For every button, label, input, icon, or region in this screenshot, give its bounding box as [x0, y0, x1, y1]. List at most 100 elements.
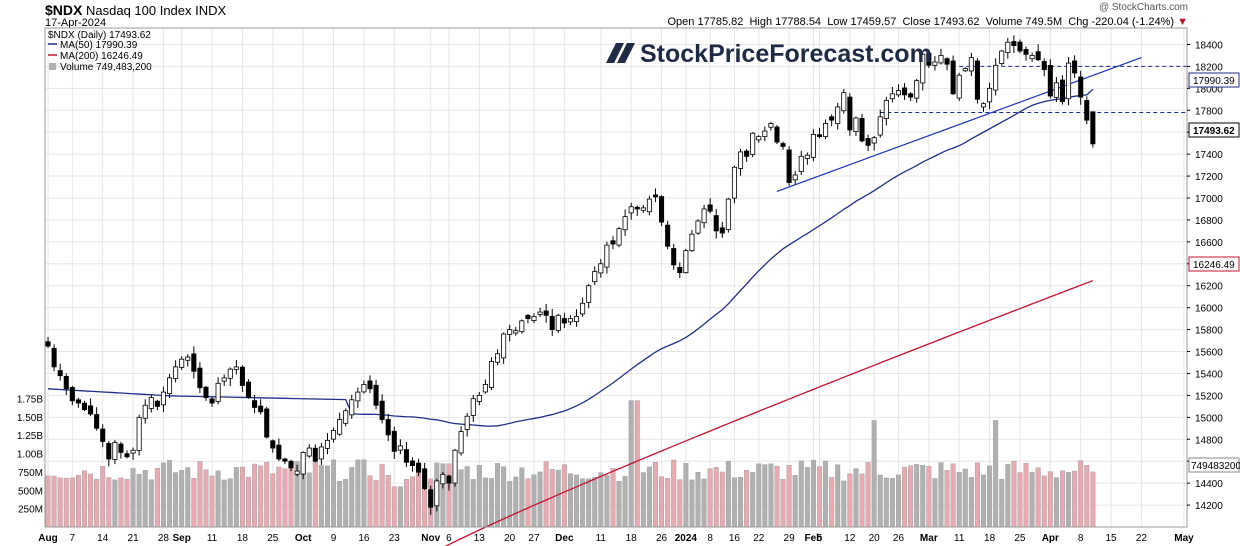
volume-tick-label: 250M — [18, 505, 43, 516]
candle-body — [416, 462, 422, 473]
candle-body — [209, 398, 215, 404]
volume-bar — [938, 462, 944, 528]
candle-body — [537, 311, 543, 315]
volume-bar — [762, 464, 768, 528]
candle-body — [908, 93, 914, 98]
y-tick-label: 18200 — [1195, 62, 1223, 73]
volume-bar — [361, 459, 367, 528]
candle-body — [1059, 79, 1065, 102]
volume-bar — [160, 462, 166, 528]
volume-bar — [719, 471, 725, 528]
ma200-tag-text: 16246.49 — [1193, 260, 1235, 271]
volume-label: Volume — [985, 16, 1023, 28]
candle-body — [762, 130, 768, 138]
candle-body — [816, 134, 823, 137]
candle-body — [713, 215, 719, 232]
candle-body — [561, 318, 567, 324]
ma50-tag-text: 17990.39 — [1193, 76, 1235, 87]
volume-bar — [349, 467, 355, 528]
x-tick-label: 28 — [158, 533, 170, 544]
volume-bar — [45, 475, 51, 528]
chg-value: -220.04 (-1.24%) — [1091, 16, 1175, 28]
x-tick-label: Apr — [1042, 533, 1059, 544]
volume-bar — [124, 479, 130, 528]
volume-bar — [118, 477, 124, 528]
candle-body — [179, 358, 185, 368]
volume-bar — [555, 469, 561, 528]
volume-bar — [173, 472, 179, 528]
candle-body — [197, 367, 203, 389]
candle-body — [136, 416, 142, 451]
candle-body — [695, 220, 701, 234]
volume-bar — [756, 463, 762, 528]
high-label: High — [749, 16, 773, 28]
candle-body — [130, 449, 136, 454]
x-tick-label: 26 — [893, 533, 905, 544]
volume-bar — [470, 479, 476, 528]
candle-body — [513, 330, 519, 334]
volume-bar — [154, 467, 160, 528]
candle-body — [798, 155, 804, 172]
volume-bar — [185, 467, 191, 528]
x-tick-label: 2024 — [675, 533, 698, 544]
volume-bar — [750, 472, 756, 528]
candle-body — [744, 150, 750, 157]
x-tick-label: 15 — [1106, 533, 1118, 544]
volume-bar — [246, 476, 251, 528]
x-tick-label: 18 — [237, 533, 249, 544]
candle-body — [239, 366, 245, 386]
volume-bar — [482, 477, 488, 528]
volume-bar — [865, 462, 871, 528]
y-tick-label: 15200 — [1195, 391, 1223, 402]
volume-bar — [974, 462, 980, 528]
candle-body — [731, 166, 737, 199]
candle-body — [652, 194, 659, 198]
volume-bar — [561, 464, 567, 528]
candle-body — [185, 356, 191, 361]
candle-body — [81, 402, 88, 411]
candle-body — [355, 391, 361, 402]
candle-body — [440, 473, 446, 485]
candle-body — [1041, 61, 1047, 71]
volume-bar — [252, 463, 258, 528]
candle-body — [1084, 100, 1090, 121]
open-label: Open — [667, 16, 695, 28]
candle-body — [282, 458, 288, 462]
legend-ma200: MA(200) 16246.49 — [60, 51, 143, 62]
volume-bar — [1090, 471, 1096, 528]
x-tick-label: 7 — [70, 533, 76, 544]
volume-bar — [318, 465, 324, 528]
candle-body — [956, 74, 962, 99]
candle-body — [270, 440, 276, 449]
candle-body — [914, 80, 920, 99]
y-tick-label: 16200 — [1195, 282, 1223, 293]
candle-body — [324, 439, 330, 449]
volume-bar — [999, 479, 1005, 528]
candle-body — [871, 137, 877, 144]
volume-bar — [622, 476, 628, 528]
x-tick-label: Feb — [805, 533, 823, 544]
volume-bar — [179, 470, 185, 528]
candle-body — [573, 316, 580, 323]
volume-value: 749.5M — [1025, 16, 1063, 28]
volume-bar — [592, 477, 598, 528]
y-tick-label: 16600 — [1195, 238, 1223, 249]
volume-bar — [136, 474, 142, 528]
volume-bar — [653, 461, 658, 528]
volume-bars — [45, 400, 1096, 528]
volume-bar — [112, 479, 118, 528]
x-tick-label: 23 — [389, 533, 401, 544]
candle-body — [45, 341, 51, 347]
x-tick-label: 25 — [1014, 533, 1026, 544]
candle-body — [835, 106, 841, 125]
x-tick-label: Dec — [555, 533, 574, 544]
candle-body — [1078, 76, 1084, 98]
volume-bar — [100, 466, 106, 528]
y-tick-label: 14400 — [1195, 479, 1223, 490]
volume-bar — [671, 459, 677, 528]
legend-volume-swatch — [49, 63, 56, 70]
candle-body — [94, 414, 100, 429]
close-label: Close — [902, 16, 931, 28]
candle-body — [780, 143, 786, 147]
